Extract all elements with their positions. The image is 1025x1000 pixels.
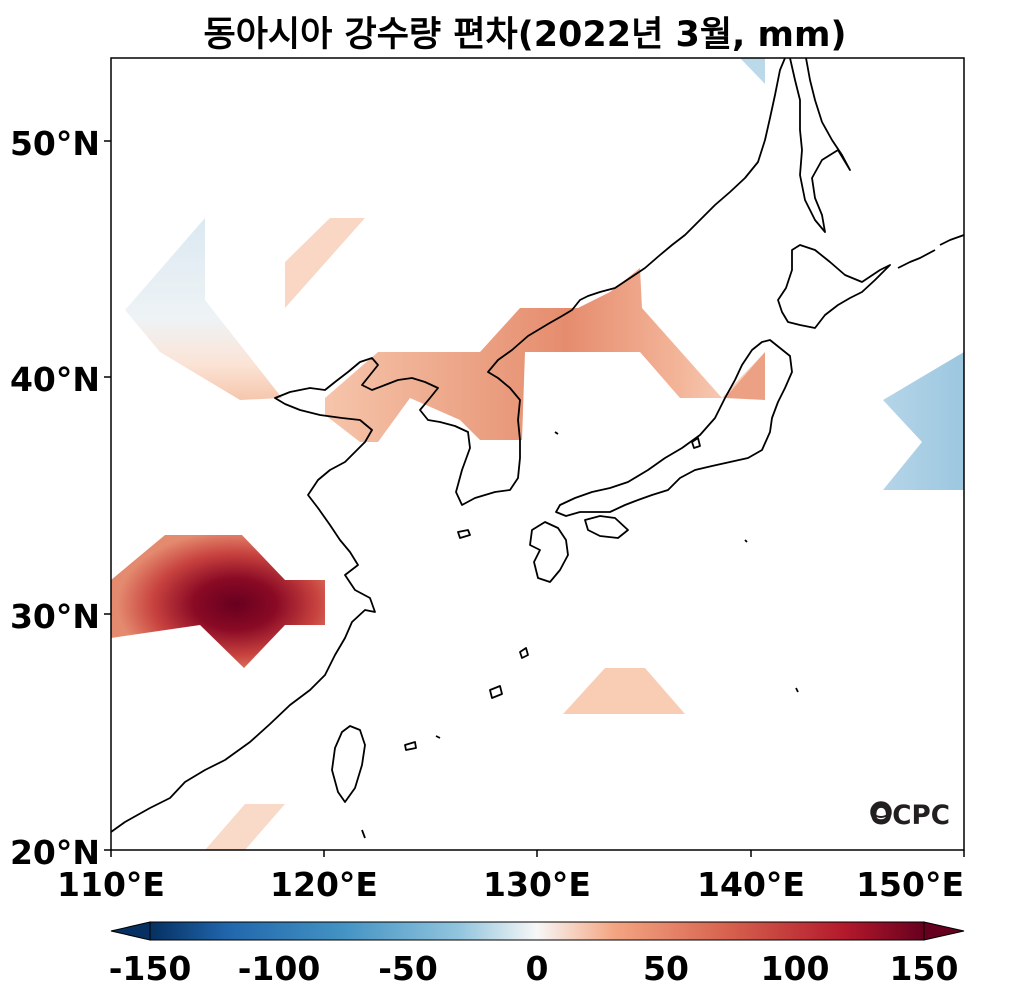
coastline-ishigaki bbox=[404, 741, 417, 751]
anomaly-patch-inner-mongolia bbox=[285, 218, 365, 308]
colorbar-tick-label: 100 bbox=[761, 949, 830, 988]
y-tick-label: 30°N bbox=[10, 597, 100, 636]
colorbar-tick-label: -50 bbox=[378, 949, 438, 988]
x-tick-label: 120°E bbox=[270, 865, 378, 904]
anomaly-patch-south-china bbox=[111, 535, 325, 668]
coastline-small-islands bbox=[361, 431, 799, 839]
coastline-kyushu bbox=[529, 521, 569, 583]
plot-frame bbox=[110, 57, 965, 851]
logo-text: OCPC bbox=[870, 800, 950, 831]
coastline-amami bbox=[519, 647, 529, 659]
coastlines bbox=[111, 58, 964, 839]
y-tick-label: 50°N bbox=[10, 124, 100, 163]
y-axis bbox=[104, 140, 111, 851]
coastline-shikoku bbox=[584, 515, 629, 539]
coastline-taiwan bbox=[331, 725, 366, 803]
x-tick-label: 110°E bbox=[57, 865, 165, 904]
coastline-honshu bbox=[555, 339, 793, 517]
y-tick-label: 40°N bbox=[10, 360, 100, 399]
x-tick-label: 150°E bbox=[856, 865, 964, 904]
colorbar-tick-label: -100 bbox=[238, 949, 321, 988]
ocpc-logo: OCPC bbox=[870, 800, 950, 831]
colorbar-gradient bbox=[149, 921, 925, 941]
colorbar-tick-label: 150 bbox=[890, 949, 959, 988]
anomaly-patch-ryukyu bbox=[563, 668, 685, 714]
x-axis bbox=[110, 850, 965, 857]
x-tick-label: 140°E bbox=[697, 865, 805, 904]
anomaly-field bbox=[111, 58, 964, 850]
coastline-hokkaido bbox=[777, 244, 891, 329]
anomaly-patch-okhotsk bbox=[740, 58, 765, 84]
anomaly-patch-nw-china bbox=[125, 218, 282, 400]
x-tick-label: 130°E bbox=[483, 865, 591, 904]
anomaly-patch-east-pacific bbox=[883, 352, 964, 490]
map-title: 동아시아 강수량 편차(2022년 3월, mm) bbox=[203, 15, 847, 55]
colorbar-tick-label: 0 bbox=[526, 949, 549, 988]
coastline-okinawa bbox=[489, 685, 503, 699]
colorbar-tick-label: -150 bbox=[109, 949, 192, 988]
anomaly-patch-japan bbox=[725, 352, 765, 400]
anomaly-patch-korea-band bbox=[325, 268, 765, 442]
coastline-asia-mainland bbox=[111, 58, 786, 833]
colorbar-tick-label: 50 bbox=[643, 949, 689, 988]
coastline-sakhalin bbox=[789, 58, 851, 233]
y-tick-label: 20°N bbox=[10, 833, 100, 872]
anomaly-patch-scs bbox=[205, 804, 285, 850]
colorbar-extend-high bbox=[923, 921, 965, 941]
colorbar-extend-low bbox=[110, 921, 151, 941]
coastline-kurils bbox=[897, 234, 964, 269]
colorbar bbox=[110, 921, 965, 941]
coastline-jeju bbox=[457, 529, 471, 539]
coastline-sado bbox=[691, 437, 701, 449]
